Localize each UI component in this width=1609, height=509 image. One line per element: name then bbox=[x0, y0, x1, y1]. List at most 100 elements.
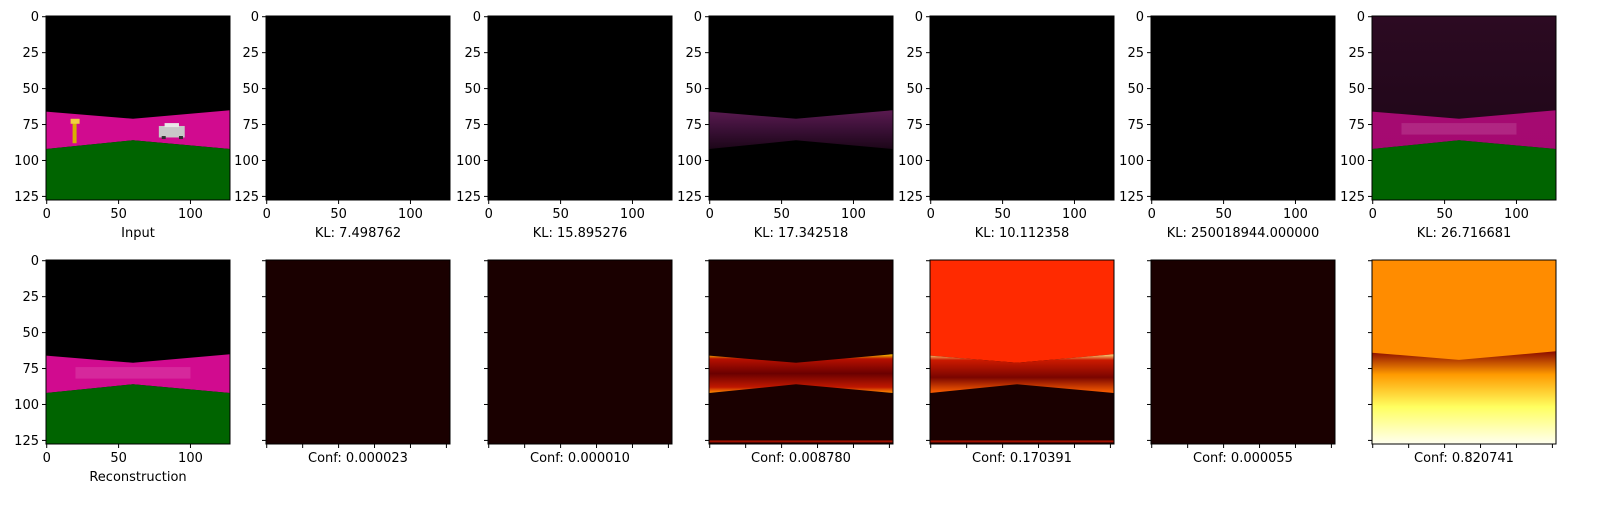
axes-top-5: 0 25 50 75 100 125 0 50 100 bbox=[1119, 10, 1336, 222]
panel-caption: KL: 17.342518 bbox=[754, 226, 849, 241]
panel-caption: Conf: 0.000055 bbox=[1193, 451, 1293, 466]
x-tick-label: 0 bbox=[43, 451, 51, 466]
y-tick-label: 125 bbox=[1119, 190, 1144, 205]
y-tick-label: 0 bbox=[473, 10, 481, 25]
x-tick-label: 50 bbox=[773, 207, 790, 222]
y-tick-label: 100 bbox=[456, 154, 481, 169]
panel-caption: KL: 250018944.000000 bbox=[1167, 226, 1319, 241]
panel-image-bottom-2 bbox=[488, 260, 672, 444]
y-tick-label: 0 bbox=[1136, 10, 1144, 25]
panel-caption: KL: 7.498762 bbox=[315, 226, 401, 241]
axes-bottom-1 bbox=[262, 259, 451, 448]
y-tick-label: 25 bbox=[906, 46, 923, 61]
x-tick-label: 0 bbox=[485, 207, 493, 222]
y-tick-label: 100 bbox=[898, 154, 923, 169]
panel-image-bottom-1 bbox=[266, 260, 450, 444]
y-tick-label: 50 bbox=[22, 326, 39, 341]
x-tick-label: 0 bbox=[927, 207, 935, 222]
x-tick-label: 0 bbox=[1369, 207, 1377, 222]
x-tick-label: 50 bbox=[110, 451, 127, 466]
y-tick-label: 75 bbox=[1127, 118, 1144, 133]
y-tick-label: 0 bbox=[1357, 10, 1365, 25]
y-tick-label: 75 bbox=[22, 362, 39, 377]
y-tick-label: 75 bbox=[242, 118, 259, 133]
axes-bottom-0: 0 25 50 75 100 125 0 50 100 bbox=[14, 254, 231, 466]
y-tick-label: 100 bbox=[1340, 154, 1365, 169]
x-tick-label: 50 bbox=[1215, 207, 1232, 222]
axes-top-0: 0 25 50 75 100 125 0 50 100 bbox=[14, 10, 231, 222]
sign-post bbox=[72, 120, 77, 144]
y-tick-label: 75 bbox=[906, 118, 923, 133]
car-sprite bbox=[158, 125, 185, 138]
y-tick-label: 125 bbox=[14, 434, 39, 449]
axes-frame bbox=[1150, 15, 1336, 201]
y-tick-label: 100 bbox=[1119, 154, 1144, 169]
x-tick-label: 100 bbox=[398, 207, 423, 222]
y-tick-label: 125 bbox=[14, 190, 39, 205]
y-tick-label: 0 bbox=[31, 254, 39, 269]
y-tick-label: 50 bbox=[1127, 82, 1144, 97]
panel-image-bottom-4 bbox=[930, 260, 1114, 444]
y-tick-label: 125 bbox=[456, 190, 481, 205]
axes-top-6: 0 25 50 75 100 125 0 50 100 bbox=[1340, 10, 1557, 222]
panel-image-top-0 bbox=[46, 16, 230, 200]
x-tick-label: 100 bbox=[620, 207, 645, 222]
panel-caption: Conf: 0.170391 bbox=[972, 451, 1072, 466]
axes-frame bbox=[487, 15, 673, 201]
panel-image-top-5 bbox=[1151, 16, 1335, 200]
panel-image-top-3 bbox=[709, 16, 893, 200]
axes-bottom-5 bbox=[1147, 259, 1336, 448]
x-tick-label: 100 bbox=[1504, 207, 1529, 222]
axes-frame bbox=[45, 15, 231, 201]
x-tick-label: 0 bbox=[43, 207, 51, 222]
panel-caption: KL: 10.112358 bbox=[975, 226, 1070, 241]
axes-frame bbox=[708, 259, 894, 445]
panel-image-top-2 bbox=[488, 16, 672, 200]
y-tick-label: 75 bbox=[464, 118, 481, 133]
y-tick-label: 75 bbox=[22, 118, 39, 133]
x-tick-label: 100 bbox=[178, 451, 203, 466]
y-tick-label: 50 bbox=[22, 82, 39, 97]
axes-frame bbox=[929, 259, 1115, 445]
axes-frame bbox=[487, 259, 673, 445]
panel-caption: Conf: 0.000023 bbox=[308, 451, 408, 466]
axes-bottom-4 bbox=[926, 259, 1115, 448]
y-tick-label: 50 bbox=[242, 82, 259, 97]
axes-frame bbox=[929, 15, 1115, 201]
y-tick-label: 125 bbox=[1340, 190, 1365, 205]
panel-image-bottom-5 bbox=[1151, 260, 1335, 444]
panel-image-top-6 bbox=[1372, 16, 1556, 200]
axes-frame bbox=[1150, 259, 1336, 445]
axes-top-1: 0 25 50 75 100 125 0 50 100 bbox=[234, 10, 451, 222]
panel-caption: Reconstruction bbox=[89, 470, 186, 485]
y-tick-label: 25 bbox=[1127, 46, 1144, 61]
panel-image-bottom-0 bbox=[46, 260, 230, 444]
axes-bottom-3 bbox=[705, 259, 894, 448]
y-tick-label: 50 bbox=[906, 82, 923, 97]
axes-bottom-6 bbox=[1368, 259, 1557, 448]
x-tick-label: 0 bbox=[706, 207, 714, 222]
y-tick-label: 50 bbox=[464, 82, 481, 97]
panel-image-bottom-6 bbox=[1372, 260, 1556, 444]
panel-image-bottom-3 bbox=[709, 260, 893, 444]
y-tick-label: 50 bbox=[685, 82, 702, 97]
y-tick-label: 0 bbox=[694, 10, 702, 25]
panel-caption: Conf: 0.000010 bbox=[530, 451, 630, 466]
x-tick-label: 100 bbox=[1062, 207, 1087, 222]
x-tick-label: 100 bbox=[841, 207, 866, 222]
y-tick-label: 100 bbox=[14, 398, 39, 413]
panel-image-top-1 bbox=[266, 16, 450, 200]
axes-frame bbox=[45, 259, 231, 445]
y-tick-label: 0 bbox=[915, 10, 923, 25]
y-tick-label: 25 bbox=[22, 46, 39, 61]
y-tick-label: 125 bbox=[677, 190, 702, 205]
axes-frame bbox=[1371, 259, 1557, 445]
axes-top-3: 0 25 50 75 100 125 0 50 100 bbox=[677, 10, 894, 222]
y-tick-label: 25 bbox=[22, 290, 39, 305]
panel-caption: KL: 15.895276 bbox=[533, 226, 628, 241]
y-tick-label: 125 bbox=[234, 190, 259, 205]
x-tick-label: 50 bbox=[110, 207, 127, 222]
y-tick-label: 100 bbox=[677, 154, 702, 169]
y-tick-label: 0 bbox=[31, 10, 39, 25]
